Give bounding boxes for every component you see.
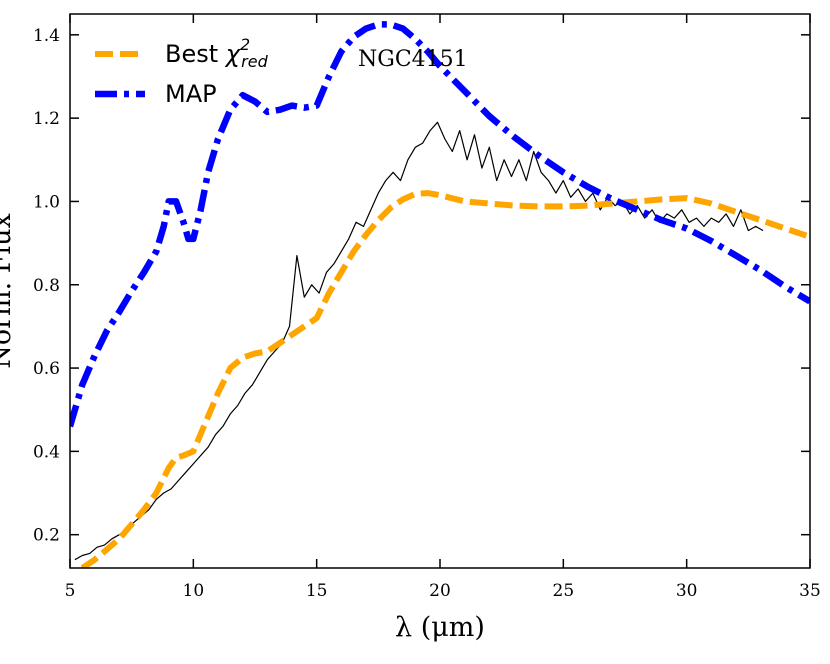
y-axis-title: Norm. Flux bbox=[0, 213, 17, 369]
x-tick-label: 20 bbox=[429, 581, 451, 601]
y-tick-label: 0.2 bbox=[33, 526, 60, 546]
x-tick-label: 15 bbox=[306, 581, 328, 601]
y-tick-label: 0.6 bbox=[33, 359, 60, 379]
y-tick-label: 1.2 bbox=[33, 109, 60, 129]
legend: Best χ2 red MAP bbox=[95, 35, 269, 108]
x-tick-label: 10 bbox=[183, 581, 205, 601]
x-tick-label: 5 bbox=[65, 581, 76, 601]
x-tick-label: 35 bbox=[799, 581, 821, 601]
observed-spectrum-line bbox=[74, 121, 764, 561]
y-tick-label: 0.4 bbox=[33, 442, 60, 462]
x-tick-label: 25 bbox=[553, 581, 575, 601]
y-tick-label: 1.4 bbox=[33, 26, 60, 46]
x-tick-label: 30 bbox=[676, 581, 698, 601]
y-tick-label: 0.8 bbox=[33, 276, 60, 296]
x-axis-title: λ (μm) bbox=[395, 612, 485, 643]
map-model-line bbox=[70, 21, 810, 428]
best-fit-model-line bbox=[80, 190, 810, 568]
legend-best-label: Best χ2 red bbox=[165, 35, 269, 71]
y-tick-label: 1.0 bbox=[33, 192, 60, 212]
object-name-annotation: NGC4151 bbox=[358, 47, 468, 72]
legend-map-label: MAP bbox=[165, 80, 217, 108]
